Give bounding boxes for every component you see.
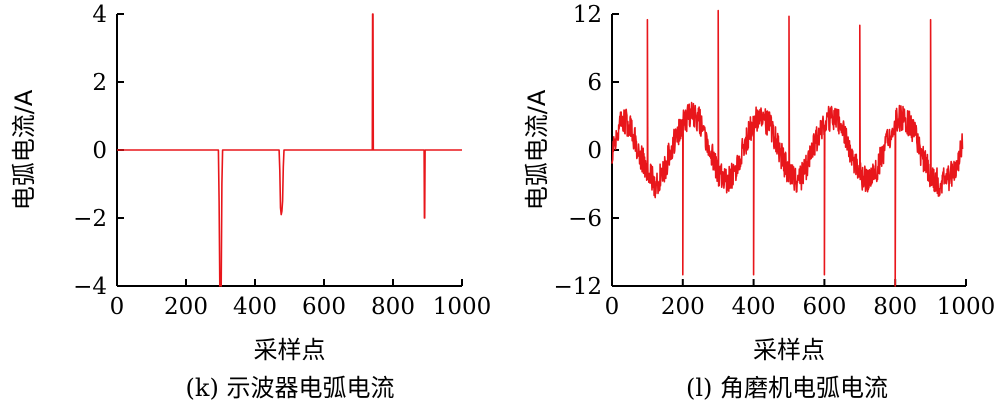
y-axis-title: 电弧电流/A (523, 89, 551, 210)
data-series-line (611, 9, 964, 287)
y-tick-label: 12 (573, 2, 602, 28)
y-tick-label: 6 (587, 70, 602, 96)
y-axis-title: 电弧电流/A (10, 89, 38, 210)
x-tick-label: 200 (661, 294, 705, 320)
x-tick-label: 800 (371, 294, 415, 320)
y-tick-label: 0 (587, 138, 602, 164)
x-axis-title: 采样点 (753, 336, 825, 364)
x-tick-label: 400 (732, 294, 776, 320)
x-tick-label: 1000 (937, 294, 996, 320)
y-tick-label: −12 (553, 274, 602, 300)
y-tick-label: 4 (92, 2, 107, 28)
x-tick-label: 400 (233, 294, 277, 320)
data-series-line (117, 13, 462, 287)
figure-caption: (k) 示波器电弧电流 (186, 374, 395, 402)
x-axis-title: 采样点 (254, 336, 326, 364)
x-tick-label: 800 (873, 294, 917, 320)
y-tick-label: −2 (73, 206, 107, 232)
y-tick-label: −6 (568, 206, 602, 232)
y-tick-label: 0 (92, 138, 107, 164)
x-tick-label: 200 (164, 294, 208, 320)
figure-caption: (l) 角磨机电弧电流 (686, 374, 888, 402)
x-tick-label: 1000 (433, 294, 492, 320)
chart-panel-l: −12 −6 0 6 12 0 200 400 600 800 1000 电弧电流/A 采样点 (l) 角… (523, 2, 995, 402)
x-tick-label: 600 (802, 294, 846, 320)
x-tick-label: 0 (110, 294, 125, 320)
y-tick-label: −4 (73, 274, 107, 300)
x-tick-label: 600 (302, 294, 346, 320)
x-tick-label: 0 (605, 294, 620, 320)
y-tick-label: 2 (92, 70, 107, 96)
chart-panel-k: −4 −2 0 2 4 0 200 400 600 800 1000 电弧电流/A 采样点 (k) 示波器… (10, 2, 491, 402)
